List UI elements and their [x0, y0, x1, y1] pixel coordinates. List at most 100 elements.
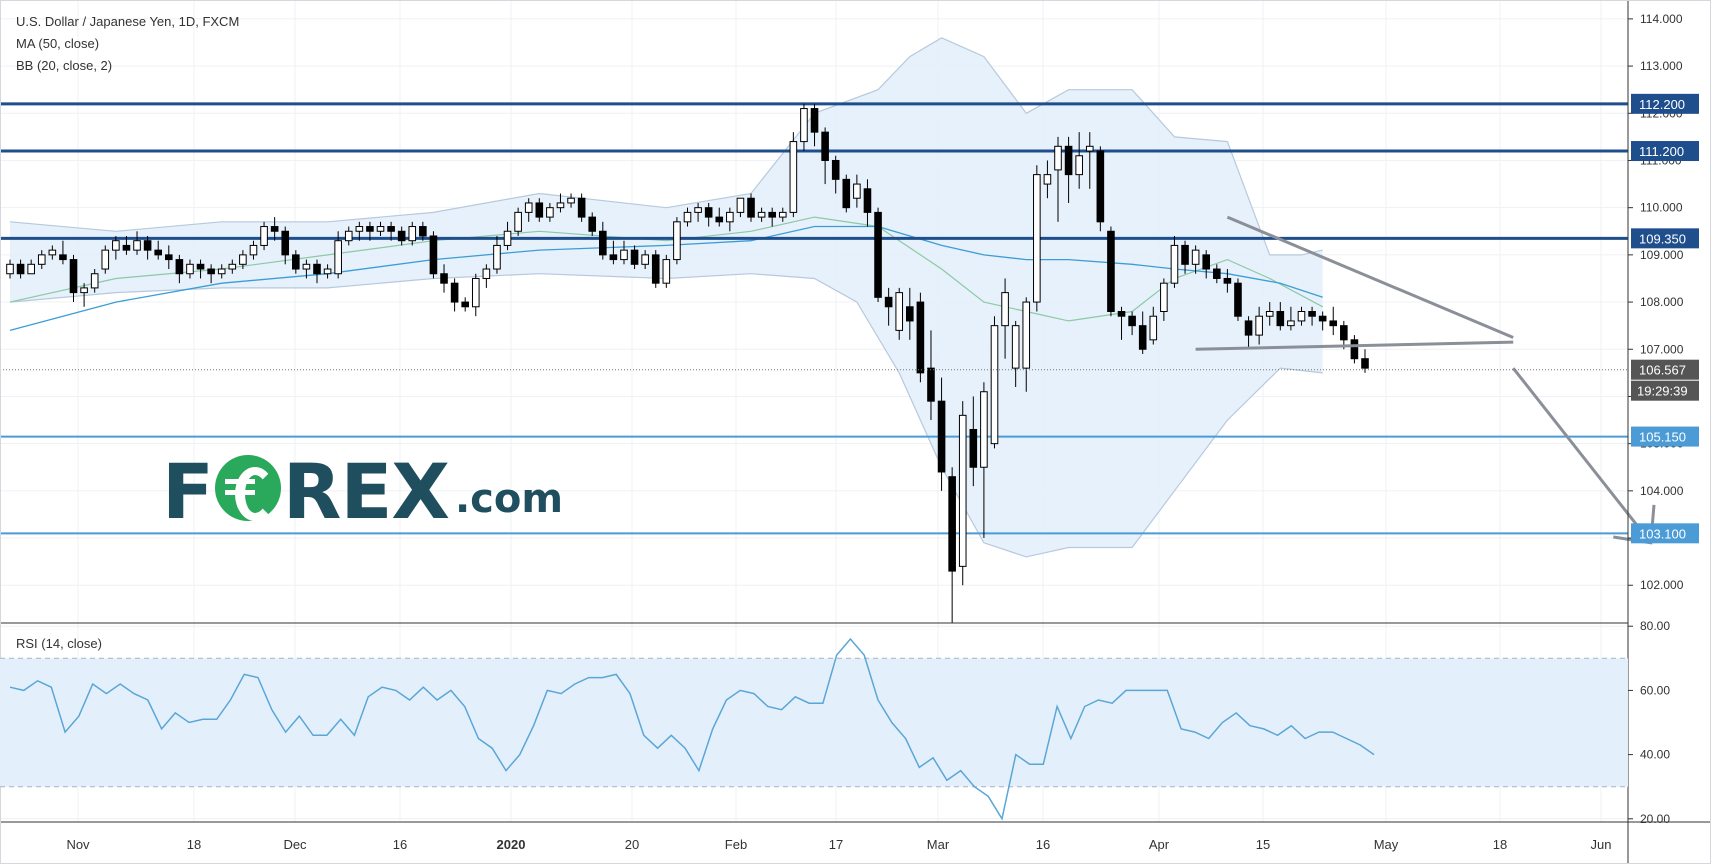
candle — [1329, 306, 1338, 336]
bearish-candle-body — [715, 216, 724, 223]
x-tick-label-16: 16 — [1036, 837, 1050, 852]
bearish-candle-body — [874, 211, 882, 298]
ma-legend: MA (50, close) — [16, 36, 100, 51]
bullish-candle-body — [376, 226, 385, 232]
candle — [1265, 302, 1274, 326]
bullish-candle-body — [514, 211, 522, 232]
bearish-candle-body — [821, 131, 829, 161]
candle — [376, 221, 385, 236]
x-tick-label-Apr: Apr — [1149, 837, 1170, 852]
candle — [154, 240, 163, 260]
bullish-candle-body — [133, 240, 141, 251]
bullish-candle-body — [1033, 174, 1041, 303]
candle — [1212, 264, 1221, 284]
candle — [101, 245, 110, 274]
candles — [6, 103, 1369, 623]
candle — [59, 240, 67, 265]
candle — [1191, 245, 1200, 274]
bullish-candle-body — [482, 268, 491, 279]
candle — [958, 401, 967, 586]
candle — [440, 264, 448, 293]
candle — [641, 250, 649, 270]
candle — [1287, 306, 1295, 331]
candle — [980, 382, 988, 539]
bullish-candle-body — [249, 244, 258, 256]
candle — [270, 217, 279, 241]
bullish-candle-body — [726, 211, 734, 223]
bullish-candle-body — [789, 141, 798, 213]
bullish-candle-body — [1170, 244, 1179, 284]
bearish-candle-body — [1329, 320, 1338, 327]
candle — [567, 193, 575, 208]
bearish-candle-body — [122, 244, 131, 251]
price-tick-label: 108.000 — [1640, 295, 1684, 309]
rsi-tick-label: 20.00 — [1640, 812, 1670, 826]
candle — [1096, 146, 1105, 232]
bullish-candle-body — [567, 197, 575, 204]
candle — [1350, 335, 1359, 364]
bearish-candle-body — [1350, 339, 1359, 360]
bearish-candle-body — [313, 263, 321, 275]
candle — [577, 193, 586, 222]
bearish-candle-body — [164, 254, 173, 261]
candle — [524, 198, 533, 222]
bearish-candle-body — [154, 249, 163, 256]
candle — [874, 207, 882, 303]
bullish-candle-body — [112, 240, 120, 251]
x-tick-label-Dec: Dec — [283, 837, 307, 852]
bullish-candle-body — [1287, 320, 1295, 327]
candle — [800, 103, 808, 152]
candle — [69, 254, 78, 303]
rsi-band-fill — [0, 658, 1628, 787]
countdown-label: 19:29:39 — [1637, 384, 1688, 399]
bearish-candle-body — [1138, 325, 1147, 350]
candle — [228, 259, 237, 274]
candle — [408, 221, 417, 246]
bullish-candle-body — [1191, 249, 1200, 265]
rsi-line — [9, 637, 1375, 821]
candle — [249, 240, 258, 260]
price-tick-label: 113.000 — [1640, 59, 1683, 73]
rsi-tick-label: 40.00 — [1640, 748, 1670, 762]
bullish-candle-body — [778, 211, 787, 218]
candle — [1181, 240, 1189, 274]
bearish-candle-body — [948, 476, 956, 572]
candle — [556, 193, 565, 213]
candle — [842, 174, 851, 213]
bullish-candle-body — [217, 268, 226, 275]
x-tick-label-2020: 2020 — [497, 837, 526, 852]
candle — [1022, 297, 1031, 392]
candle — [916, 292, 925, 383]
candle — [694, 202, 702, 222]
candle — [1255, 306, 1263, 345]
projection-arrow-shaft — [1512, 367, 1652, 544]
bearish-candle-body — [1202, 254, 1211, 270]
candle — [863, 179, 872, 227]
candle — [1276, 302, 1285, 331]
logo-right: REX — [282, 447, 450, 536]
candle — [673, 217, 681, 265]
bullish-candle-body — [673, 221, 681, 261]
bullish-candle-body — [334, 240, 342, 275]
candle — [6, 259, 14, 279]
candle — [450, 278, 459, 312]
bullish-candle-body — [408, 226, 417, 242]
bearish-candle-body — [59, 254, 67, 261]
price-tick-label: 107.000 — [1640, 342, 1684, 356]
bearish-candle-body — [599, 230, 607, 256]
candle — [937, 377, 946, 491]
candle — [323, 264, 332, 279]
candle — [546, 202, 554, 222]
bullish-candle-body — [37, 254, 46, 265]
candle — [1117, 306, 1126, 340]
bullish-candle-body — [260, 226, 268, 246]
bullish-candle-body — [1054, 145, 1062, 171]
bullish-candle-body — [1255, 315, 1263, 336]
candle — [906, 287, 914, 340]
bullish-candle-body — [302, 263, 311, 270]
x-tick-label-18: 18 — [1493, 837, 1507, 852]
candle — [1033, 165, 1041, 312]
candle — [48, 245, 57, 260]
candle — [789, 132, 798, 218]
